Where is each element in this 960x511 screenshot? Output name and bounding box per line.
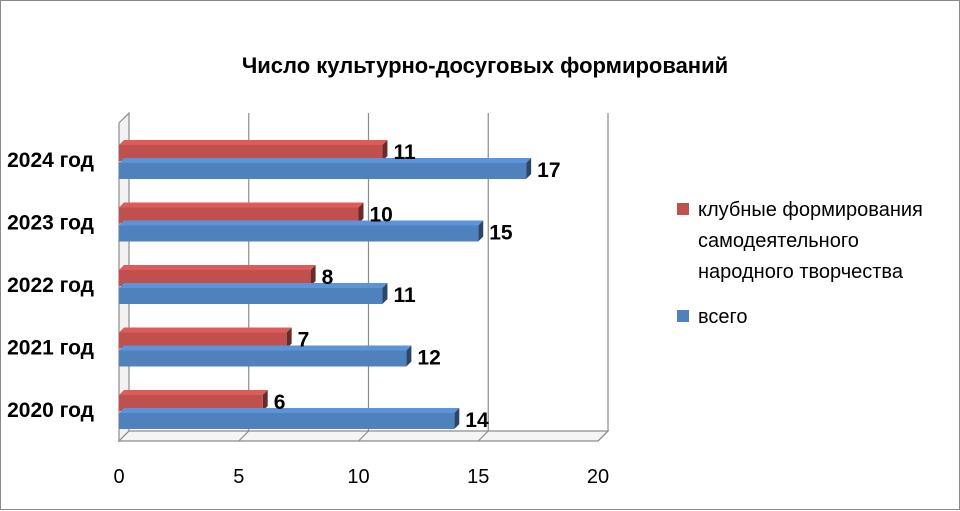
legend-label: клубные формирования (698, 199, 923, 221)
bar-top (119, 265, 316, 270)
value-label: 14 (465, 409, 489, 432)
bar-top (119, 390, 268, 395)
bar (119, 408, 460, 429)
value-label: 10 (370, 204, 393, 227)
bar-end (406, 345, 412, 367)
bar-front (119, 145, 383, 161)
bar (119, 265, 316, 286)
bar-end (358, 202, 364, 224)
bar-end (262, 390, 268, 411)
x-tick-label: 5 (233, 466, 244, 488)
bar (119, 345, 412, 367)
bar-top (119, 345, 412, 351)
data-labels: 6 14 7 12 8 11 10 15 11 17 (274, 141, 561, 432)
bar (119, 202, 364, 224)
value-label: 12 (417, 347, 440, 370)
gridline-floor (477, 430, 489, 442)
bar (119, 140, 388, 161)
bar-front (119, 288, 383, 304)
bar (119, 283, 388, 304)
bar-top (119, 202, 364, 208)
bar-front (119, 207, 359, 224)
bar-top (119, 220, 484, 226)
bar-front (119, 413, 455, 429)
bar-end (286, 327, 292, 349)
legend-label: самодеятельного (698, 230, 859, 252)
bar (119, 220, 484, 242)
legend-label: народного творчества (698, 261, 904, 283)
bar-top (119, 408, 460, 413)
bar-front (119, 350, 407, 367)
bar (119, 158, 532, 179)
bar-end (382, 283, 388, 304)
x-tick-label: 10 (347, 466, 369, 488)
x-tick-label: 0 (113, 466, 124, 488)
chart-title: Число культурно-досуговых формирований (242, 53, 728, 78)
bar-front (119, 395, 263, 411)
x-tick-label: 20 (587, 466, 609, 488)
category-label: 2022 год (7, 274, 94, 297)
legend-swatch (677, 203, 689, 215)
bar-front (119, 225, 479, 242)
value-label: 15 (489, 222, 513, 245)
bar (119, 327, 292, 349)
bar-top (119, 140, 388, 145)
bar-front (119, 270, 311, 286)
legend-swatch (677, 310, 689, 322)
gridline-floor (238, 430, 250, 442)
category-label: 2021 год (7, 337, 94, 360)
bar-end (310, 265, 316, 286)
x-axis-ticks: 0 5 10 15 20 (113, 466, 609, 488)
value-label: 7 (298, 329, 310, 352)
bar-top (119, 327, 292, 333)
bar-end (526, 158, 532, 179)
value-label: 6 (274, 391, 286, 414)
bar-top (119, 158, 532, 163)
legend-label: всего (698, 306, 748, 328)
gridline-floor (358, 430, 369, 442)
bar-front (119, 163, 527, 179)
category-labels: 2020 год 2021 год 2022 год 2023 год 2024 год (7, 149, 94, 422)
legend: клубные формирования самодеятельного народ… (677, 199, 923, 328)
value-label: 11 (393, 141, 416, 164)
bar-top (119, 283, 388, 288)
category-label: 2024 год (7, 149, 94, 172)
bar-end (382, 140, 388, 161)
gridline-floor (597, 430, 609, 442)
bar-end (478, 220, 484, 242)
category-label: 2023 год (7, 212, 94, 235)
value-label: 8 (322, 266, 334, 289)
bar-front (119, 332, 287, 349)
x-tick-label: 15 (467, 466, 489, 488)
legend-entry: клубные формирования самодеятельного народ… (677, 199, 923, 283)
value-label: 17 (537, 159, 560, 182)
bars (119, 140, 532, 429)
category-label: 2020 год (7, 399, 94, 422)
bar-end (454, 408, 460, 429)
legend-entry: всего (677, 306, 748, 328)
value-label: 11 (393, 284, 416, 307)
bar (119, 390, 268, 411)
